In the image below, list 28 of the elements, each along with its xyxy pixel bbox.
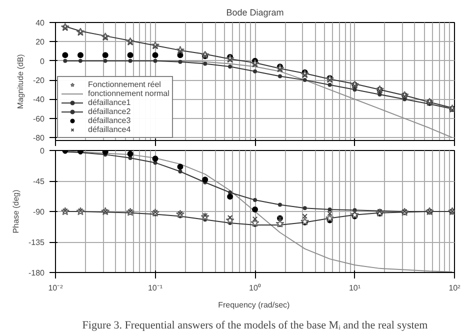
x-tick-label: 10⁰	[249, 284, 261, 292]
chart-title: Bode Diagram	[226, 8, 284, 18]
y-tick-label: -20	[32, 76, 46, 86]
legend-label: fonctionnement normal	[88, 89, 170, 98]
legend-label: défaillance3	[88, 116, 131, 125]
legend-label: Fonctionnement réel	[88, 80, 161, 89]
y-tick-label: -45	[32, 177, 46, 186]
x-tick-label: 10²	[448, 284, 461, 292]
y-tick-label: 40	[36, 18, 46, 28]
y-tick-label: -60	[32, 114, 46, 124]
y-tick-label: -135	[28, 238, 46, 247]
x-tick-label: 10¹	[348, 284, 361, 292]
y-tick-label: -40	[32, 95, 46, 104]
y-tick-label: 20	[36, 38, 46, 47]
y-tick-label: -90	[32, 208, 46, 216]
y-tick-label: -180	[28, 268, 46, 278]
legend-label: défaillance1	[88, 98, 131, 107]
x-tick-label: 10⁻¹	[148, 284, 163, 292]
y-axis-title: Phase (deg)	[11, 189, 20, 234]
x-axis-title: Frequency (rad/sec)	[218, 300, 290, 310]
y-axis-title: Magnitude (dB)	[16, 54, 25, 109]
y-tick-label: 0	[40, 146, 46, 156]
y-tick-label: 0	[40, 56, 46, 66]
legend-label: défaillance2	[88, 107, 131, 116]
y-tick-label: -80	[32, 134, 46, 143]
legend-label: défaillance4	[88, 125, 131, 134]
x-tick-label: 10⁻²	[48, 284, 64, 292]
caption: Figure 3. Frequential answers of the models of the base Mᵢ and the real system	[82, 320, 428, 332]
